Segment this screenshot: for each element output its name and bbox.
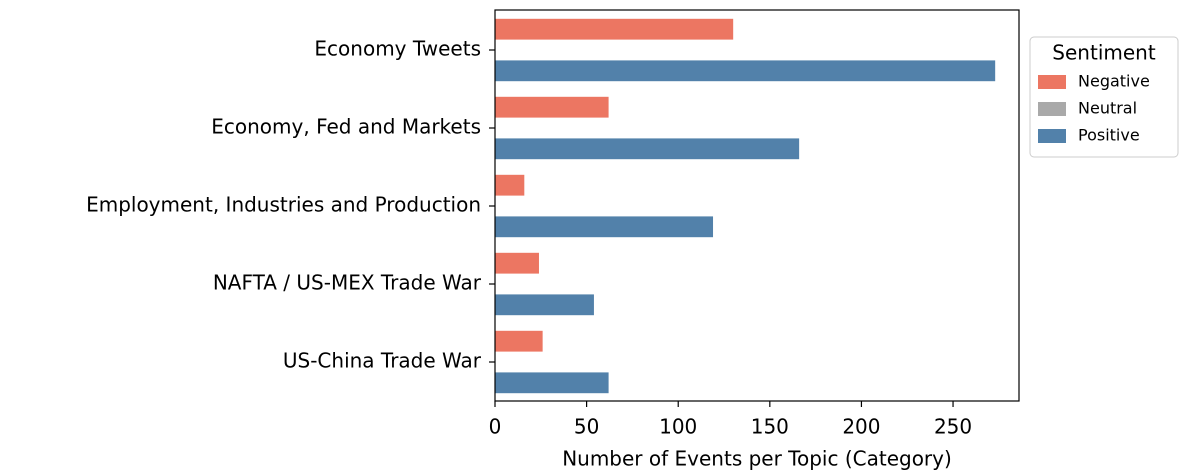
legend-label: Neutral [1078,99,1137,118]
x-tick-label: 200 [842,415,880,439]
x-tick-label: 100 [659,415,697,439]
legend-swatch [1038,129,1066,143]
x-tick-label: 250 [934,415,972,439]
legend-label: Positive [1078,126,1140,145]
y-tick-label: US-China Trade War [283,349,482,373]
bar [495,330,543,352]
x-axis-label: Number of Events per Topic (Category) [562,447,952,471]
y-tick-label: Economy, Fed and Markets [211,115,481,139]
y-tick-label: NAFTA / US-MEX Trade War [213,271,482,295]
bar [495,138,800,160]
bar [495,372,609,394]
y-tick-label: Economy Tweets [314,37,481,61]
legend-label: Negative [1078,72,1150,91]
legend-swatch [1038,102,1066,116]
bar [495,18,734,40]
x-tick-label: 150 [751,415,789,439]
bar [495,60,996,82]
bar [495,96,609,118]
legend-swatch [1038,75,1066,89]
bar [495,294,594,316]
bar [495,174,525,196]
y-tick-label: Employment, Industries and Production [86,193,481,217]
x-tick-label: 50 [574,415,599,439]
bar [495,216,714,238]
legend-box [1029,36,1179,158]
plot-frame [494,9,1020,402]
x-tick-label: 0 [489,415,502,439]
bar [495,252,539,274]
legend-title: Sentiment [1052,41,1156,65]
